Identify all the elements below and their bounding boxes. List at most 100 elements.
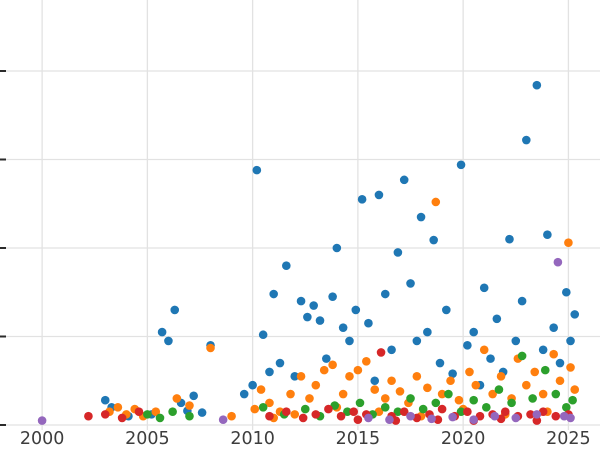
scatter-point (364, 318, 373, 328)
scatter-point (418, 404, 428, 414)
scatter-point (479, 345, 489, 355)
scatter-point (566, 336, 575, 346)
scatter-point (117, 413, 127, 423)
scatter-point (319, 365, 329, 375)
scatter-point (463, 341, 472, 350)
scatter-point (303, 312, 312, 322)
x-tick-label: 2015 (336, 429, 381, 449)
scatter-point (566, 363, 575, 372)
scatter-point (507, 398, 516, 408)
scatter-point (322, 354, 331, 363)
scatter-point (336, 411, 346, 421)
scatter-point (258, 330, 268, 340)
scatter-point (185, 411, 194, 421)
scatter-point (290, 410, 300, 419)
scatter-point (540, 365, 550, 375)
scatter-point (189, 391, 198, 401)
scatter-point (298, 413, 308, 423)
scatter-point (538, 345, 548, 355)
scatter-point (172, 394, 182, 403)
scatter-point (353, 415, 363, 424)
scatter-point (353, 365, 363, 375)
scatter-point (345, 372, 354, 381)
scatter-point (311, 380, 321, 390)
scatter-point (330, 401, 340, 410)
scatter-point (345, 336, 354, 346)
scatter-point (258, 403, 268, 412)
scatter-point (448, 412, 457, 422)
scatter-point (300, 404, 310, 414)
scatter-point (218, 415, 228, 424)
scatter-point (328, 360, 337, 370)
scatter-point (100, 410, 110, 419)
scatter-point (553, 257, 563, 267)
scatter-point (332, 243, 342, 253)
scatter-point (437, 389, 447, 399)
scatter-point (469, 415, 478, 424)
scatter-point (380, 289, 390, 299)
scatter-point (143, 410, 152, 419)
scatter-point (406, 394, 415, 403)
scatter-point (151, 407, 161, 417)
scatter-point (309, 301, 318, 310)
scatter-point (206, 343, 215, 353)
scatter-point (562, 403, 571, 412)
scatter-point (395, 387, 405, 396)
scatter-point (380, 403, 390, 412)
x-tick-label: 2010 (230, 429, 275, 449)
x-tick-label: 2000 (20, 429, 65, 449)
scatter-point (505, 234, 514, 244)
scatter-point (197, 408, 207, 417)
scatter-point (349, 407, 358, 417)
scatter-point (227, 411, 236, 421)
scatter-point (239, 389, 249, 399)
scatter-point (170, 305, 180, 315)
scatter-point (305, 394, 314, 403)
scatter-point (551, 411, 561, 421)
scatter-point (511, 336, 521, 346)
scatter-point (522, 135, 531, 145)
scatter-point (265, 411, 274, 421)
scatter-point (374, 190, 384, 200)
scatter-point (113, 403, 123, 412)
scatter-point (265, 398, 274, 408)
scatter-point (311, 410, 321, 419)
scatter-point (362, 356, 371, 366)
scatter-point (488, 389, 497, 399)
scatter-point (328, 292, 337, 301)
scatter-point (343, 407, 352, 417)
scatter-point (338, 323, 348, 332)
scatter-point (338, 389, 348, 399)
scatter-point (376, 348, 386, 357)
scatter-point (84, 411, 93, 421)
scatter-point (570, 385, 580, 394)
scatter-point (412, 336, 422, 346)
scatter-point (528, 394, 537, 403)
scatter-point (380, 394, 390, 403)
scatter-point (456, 160, 466, 170)
scatter-point (252, 165, 262, 175)
scatter-point (423, 327, 432, 337)
scatter-point (511, 413, 521, 423)
scatter-point (549, 323, 558, 332)
scatter-point (433, 415, 443, 424)
scatter-point (566, 413, 575, 423)
scatter-point (456, 407, 466, 417)
scatter-point (269, 289, 278, 299)
scatter-point (517, 351, 527, 361)
scatter-point (427, 414, 436, 424)
scatter-point (399, 175, 409, 185)
scatter-point (496, 372, 506, 381)
scatter-point (448, 369, 457, 378)
scatter-point (100, 395, 110, 405)
scatter-point (431, 197, 441, 207)
scatter-point (479, 283, 489, 293)
scatter-point (549, 349, 558, 359)
x-tick-label: 2025 (546, 429, 591, 449)
scatter-point (168, 407, 177, 417)
scatter-point (185, 401, 194, 410)
x-tick-label: 2020 (441, 429, 486, 449)
scatter-point (570, 310, 580, 319)
scatter-point (494, 385, 504, 394)
